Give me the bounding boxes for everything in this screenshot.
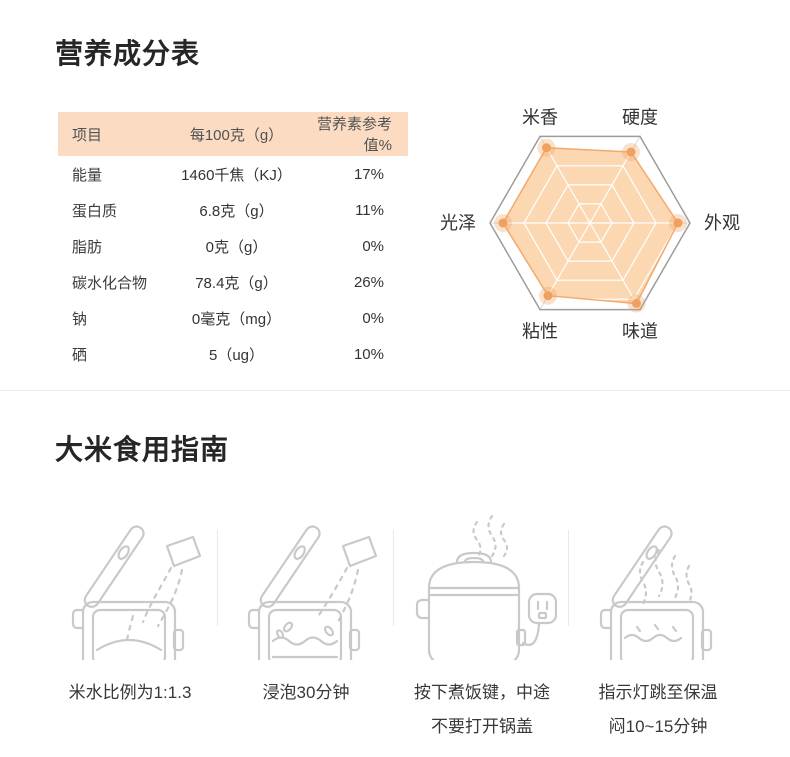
- rice-cooker-press-cook-icon: [415, 514, 557, 660]
- table-cell: 蛋白质: [72, 202, 118, 220]
- guide-step-1: 米水比例为1:1.3: [42, 505, 218, 744]
- step-divider-2: [393, 530, 394, 626]
- nutrition-table: 项目 每100克（g） 营养素参考值% 能量 1460千焦（KJ） 17% 蛋白质 6.8克…: [58, 112, 408, 372]
- radar-axis-label: 外观: [704, 213, 740, 233]
- table-row: 脂肪 0克（g） 0%: [58, 228, 408, 264]
- table-cell: 10%: [353, 345, 384, 363]
- table-cell: 脂肪: [72, 238, 103, 256]
- step-divider-1: [217, 530, 218, 626]
- nutrition-section-title: 营养成分表: [55, 38, 201, 69]
- nutrition-table-body: 能量 1460千焦（KJ） 17% 蛋白质 6.8克（g） 11% 脂肪 0克（g） 0% 碳水化…: [58, 156, 408, 372]
- radar-axis-label: 米香: [522, 107, 558, 127]
- table-cell: 26%: [353, 273, 384, 291]
- table-row: 能量 1460千焦（KJ） 17%: [58, 156, 408, 192]
- step-caption-line: 浸泡30分钟: [262, 683, 350, 702]
- table-cell: 钠: [72, 310, 88, 328]
- nutrition-table-header-row: 项目 每100克（g） 营养素参考值%: [58, 112, 408, 156]
- table-cell: 能量: [72, 166, 103, 184]
- step-divider-3: [568, 530, 569, 626]
- step-caption-line: 指示灯跳至保温: [598, 683, 718, 702]
- guide-section-title: 大米食用指南: [55, 434, 230, 465]
- table-cell: 6.8克（g）: [199, 202, 274, 220]
- table-cell: 0%: [362, 309, 384, 327]
- radar-axis-label: 光泽: [440, 213, 476, 233]
- step-caption-line: 不要打开锅盖: [431, 717, 533, 736]
- step-caption: 按下煮饭键，中途 不要打开锅盖: [394, 676, 570, 744]
- table-row: 蛋白质 6.8克（g） 11%: [58, 192, 408, 228]
- table-cell: 11%: [355, 201, 384, 219]
- step-caption: 米水比例为1:1.3: [42, 676, 218, 710]
- step-caption: 浸泡30分钟: [218, 676, 394, 710]
- table-row: 硒 5（ug） 10%: [58, 336, 408, 372]
- rice-cooker-add-rice-icon: [71, 525, 202, 660]
- radar-axis-label: 硬度: [622, 107, 658, 127]
- table-cell: 0克（g）: [205, 238, 268, 256]
- table-cell: 1460千焦（KJ）: [181, 166, 292, 184]
- radar-chart: 米香 硬度外观味道 粘性 光泽: [425, 85, 755, 365]
- column-header: 每100克（g）: [168, 112, 305, 156]
- step-caption-line: 按下煮饭键，中途: [414, 683, 550, 702]
- guide-steps: 米水比例为1:1.3: [42, 505, 748, 744]
- radar-axis-label: 味道: [622, 322, 658, 342]
- rice-cooker-soak-icon: [247, 525, 378, 660]
- table-cell: 0毫克（mg）: [191, 310, 282, 328]
- table-cell: 0%: [362, 237, 384, 255]
- step-caption-line: 米水比例为1:1.3: [68, 683, 192, 702]
- column-header: 项目: [58, 112, 168, 156]
- table-cell: 碳水化合物: [72, 274, 148, 292]
- table-row: 钠 0毫克（mg） 0%: [58, 300, 408, 336]
- step-caption: 指示灯跳至保温 闷10~15分钟: [570, 676, 746, 744]
- guide-step-2: 浸泡30分钟: [218, 505, 394, 744]
- step-caption-line: 闷10~15分钟: [608, 717, 708, 736]
- column-header: 营养素参考值%: [305, 112, 408, 156]
- table-cell: 硒: [72, 346, 88, 364]
- rice-cooker-keep-warm-icon: [599, 525, 713, 660]
- section-divider: [0, 390, 790, 391]
- radar-axis-label: 粘性: [522, 322, 558, 342]
- table-cell: 78.4克（g）: [195, 274, 278, 292]
- table-cell: 17%: [353, 165, 384, 183]
- table-row: 碳水化合物 78.4克（g） 26%: [58, 264, 408, 300]
- guide-step-4: 指示灯跳至保温 闷10~15分钟: [570, 505, 746, 744]
- guide-step-3: 按下煮饭键，中途 不要打开锅盖: [394, 505, 570, 744]
- table-cell: 5（ug）: [208, 346, 265, 364]
